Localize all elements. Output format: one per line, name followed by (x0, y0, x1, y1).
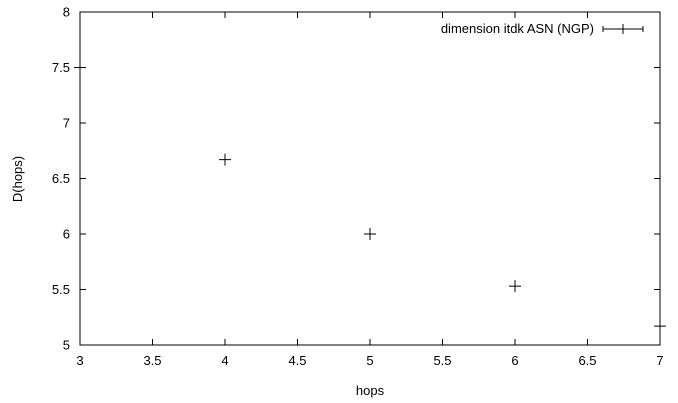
y-axis: 5 5.5 6 6.5 7 7.5 8 (52, 5, 660, 353)
y-axis-title: D(hops) (10, 156, 25, 202)
x-tick-label: 6.5 (578, 353, 596, 368)
y-tick-label: 6 (63, 227, 70, 242)
legend: dimension itdk ASN (NGP) (441, 21, 644, 36)
x-tick-label: 5 (366, 353, 373, 368)
x-tick-label: 3.5 (143, 353, 161, 368)
data-point (654, 320, 666, 333)
y-tick-label: 5 (63, 338, 70, 353)
y-tick-label: 5.5 (52, 282, 70, 297)
y-tick-label: 8 (63, 5, 70, 20)
x-tick-label: 7 (656, 353, 663, 368)
x-tick-label: 4 (221, 353, 228, 368)
x-tick-label: 3 (76, 353, 83, 368)
data-point (74, 39, 86, 96)
y-tick-label: 7.5 (52, 60, 70, 75)
plot-frame (79, 11, 661, 346)
data-point (509, 280, 521, 293)
data-series (74, 39, 666, 333)
data-point (364, 228, 376, 240)
y-tick-label: 7 (63, 116, 70, 131)
data-point (219, 153, 231, 166)
x-tick-label: 4.5 (288, 353, 306, 368)
x-axis: 3 3.5 4 4.5 5 5.5 6 6.5 7 (76, 12, 664, 368)
x-tick-label: 5.5 (433, 353, 451, 368)
y-tick-label: 6.5 (52, 171, 70, 186)
legend-label: dimension itdk ASN (NGP) (441, 21, 594, 36)
x-tick-label: 6 (511, 353, 518, 368)
x-axis-title: hops (356, 383, 385, 398)
